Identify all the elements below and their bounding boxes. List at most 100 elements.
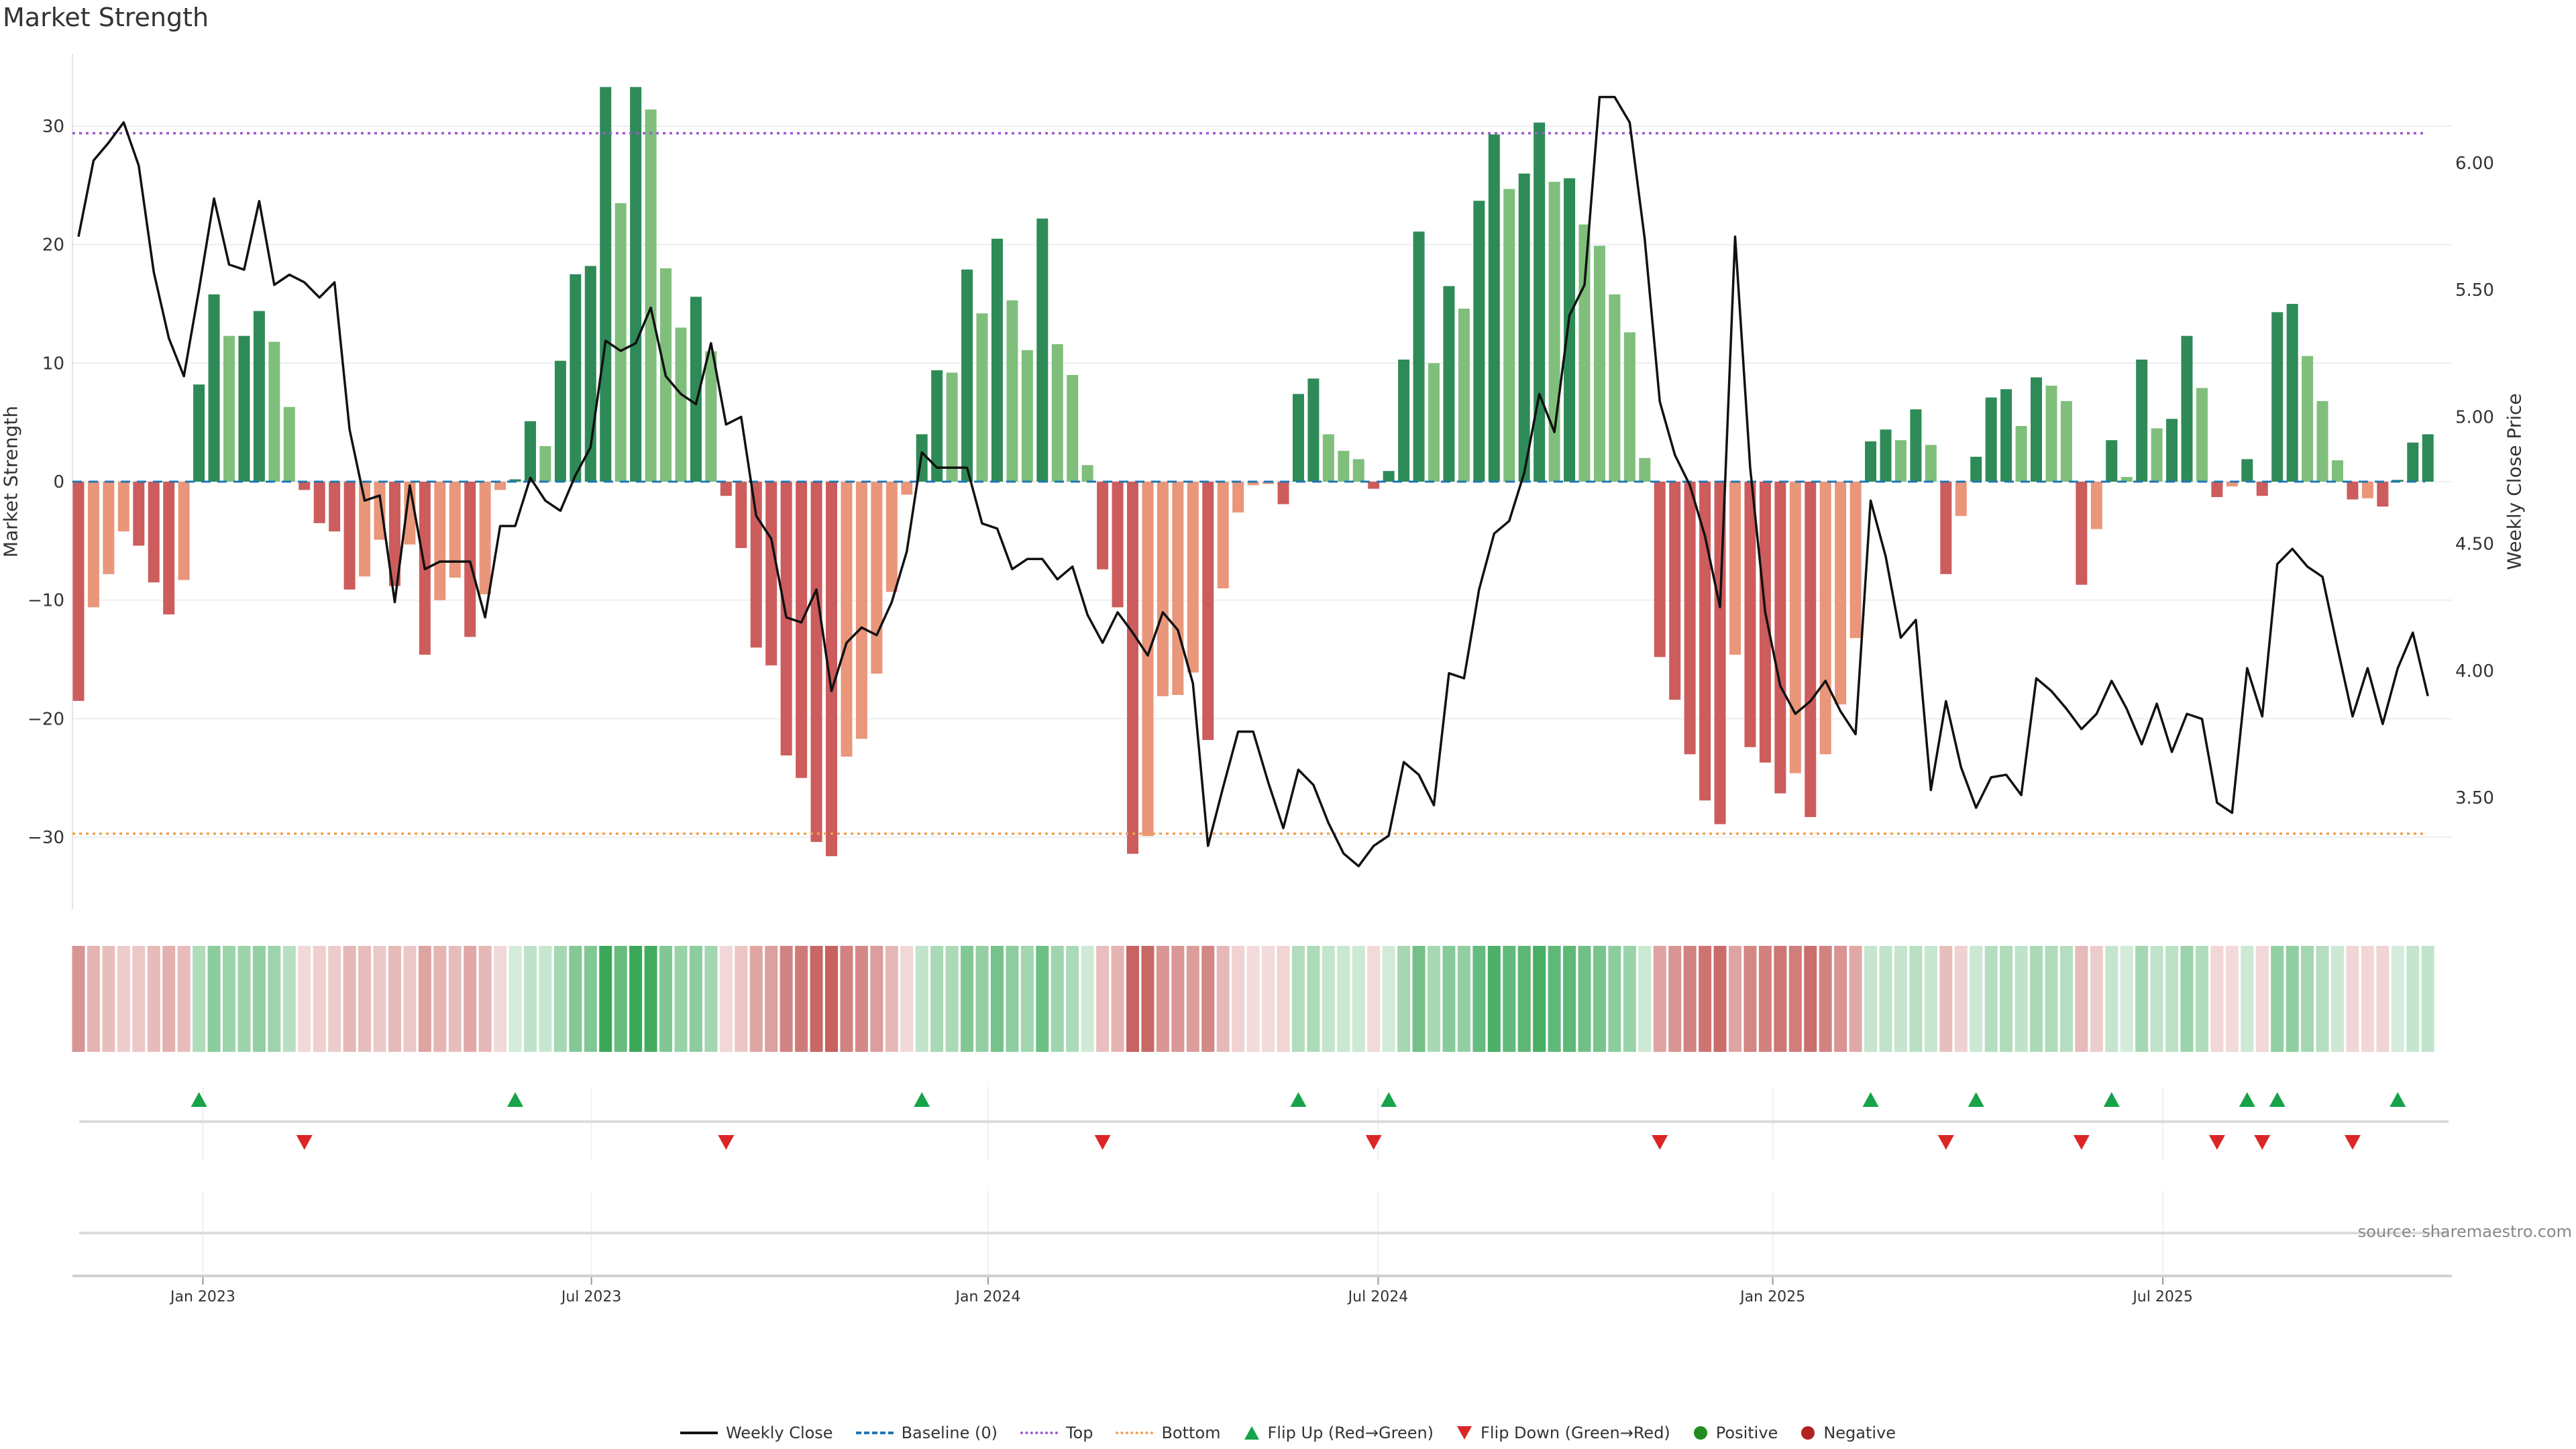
y-tick-label: 10 [42,354,64,374]
legend-label: Top [1065,1424,1093,1442]
heat-cell [1111,946,1124,1052]
strength-bar [1021,350,1033,482]
flip-up-marker [1290,1092,1307,1107]
strength-bar [735,482,747,548]
strength-bar [72,482,85,701]
strength-bar [2302,356,2314,482]
heat-cell [2406,946,2420,1052]
heat-cell [1984,946,1998,1052]
flip-up-marker [507,1092,524,1107]
strength-bar [1097,482,1109,570]
strength-bar [841,482,853,757]
heat-cell [1774,946,1787,1052]
heat-cell [1367,946,1381,1052]
heat-cell [961,946,974,1052]
strength-bar [1639,458,1651,482]
heat-cell [1081,946,1094,1052]
strength-bar [1970,456,1982,482]
y2-tick-label: 5.00 [2455,407,2494,427]
strength-bar [1488,134,1500,482]
y2-tick-label: 5.50 [2455,280,2494,301]
heat-cell [2030,946,2043,1052]
heat-cell [1593,946,1606,1052]
strength-bar [253,311,265,482]
strength-bar [630,87,642,482]
heat-cell [2165,946,2179,1052]
heat-cell [2180,946,2194,1052]
heat-cell [1246,946,1260,1052]
heat-cell [553,946,567,1052]
heat-cell [975,946,989,1052]
strength-bar [2106,440,2118,482]
heat-cell [2075,946,2088,1052]
triangle-down-icon [1457,1426,1472,1440]
y-axis-label-left: Market Strength [0,405,22,558]
legend-negative[interactable]: Negative [1801,1424,1896,1442]
strength-bar [2241,459,2253,482]
legend-bottom[interactable]: Bottom [1116,1424,1221,1442]
heat-cell [2015,946,2028,1052]
strength-bar [313,482,325,523]
heat-cell [780,946,793,1052]
legend-top[interactable]: Top [1020,1424,1093,1442]
heat-cell [1186,946,1199,1052]
heat-cell [524,946,537,1052]
flip-up-marker [2103,1092,2120,1107]
heat-cell [1201,946,1215,1052]
heat-cell [2210,946,2224,1052]
heat-cell [1156,946,1169,1052]
heat-cell [1804,946,1817,1052]
heat-cell [539,946,552,1052]
strength-bar [434,482,446,600]
strength-bar [1865,441,1877,482]
legend-label: Weekly Close [725,1424,833,1442]
strength-bar [1940,482,1952,574]
heat-cell [1322,946,1335,1052]
legend-flip-down[interactable]: Flip Down (Green→Red) [1456,1424,1670,1442]
heat-cell [945,946,959,1052]
x-tick-label: Jul 2023 [560,1289,622,1305]
legend-weekly-close[interactable]: Weekly Close [680,1424,833,1442]
strength-bar [2121,476,2133,482]
legend-flip-up[interactable]: Flip Up (Red→Green) [1244,1424,1434,1442]
strength-bar [178,482,190,580]
heat-cell [1487,946,1501,1052]
heat-cell [885,946,898,1052]
strength-bar [675,327,687,482]
heat-cell [2225,946,2239,1052]
heat-cell [599,946,612,1052]
legend-baseline[interactable]: Baseline (0) [855,1424,998,1442]
heat-cell [569,946,582,1052]
solid-line-icon [680,1432,718,1434]
legend-positive[interactable]: Positive [1693,1424,1778,1442]
strength-bar [1819,482,1831,755]
heat-cell [1096,946,1110,1052]
strength-bar [163,482,175,614]
heat-cell [2000,946,2013,1052]
heat-cell [2105,946,2118,1052]
y-tick-label: 0 [53,472,64,492]
strength-bar [238,335,250,482]
x-tick-label: Jul 2024 [1347,1289,1409,1305]
strength-bar [1232,482,1244,513]
heat-cell [1788,946,1802,1052]
heat-cell [162,946,176,1052]
strength-bar [479,482,491,594]
strength-bar [1880,429,1892,482]
heat-cell [2195,946,2208,1052]
heat-cell [1729,946,1741,1052]
strength-bar [2166,419,2178,482]
strength-bar [1187,482,1199,673]
heat-cell [2241,946,2254,1052]
strength-bar [223,335,235,482]
heat-cell [1382,946,1395,1052]
heat-cell [494,946,507,1052]
strength-bar [1142,482,1154,837]
strength-bar [117,482,129,532]
strength-bar [2090,482,2102,529]
heat-cell [448,946,462,1052]
strength-bar [2347,482,2359,500]
strength-bar [1307,378,1320,482]
heat-cell [1713,946,1727,1052]
strength-bar [2377,482,2389,507]
